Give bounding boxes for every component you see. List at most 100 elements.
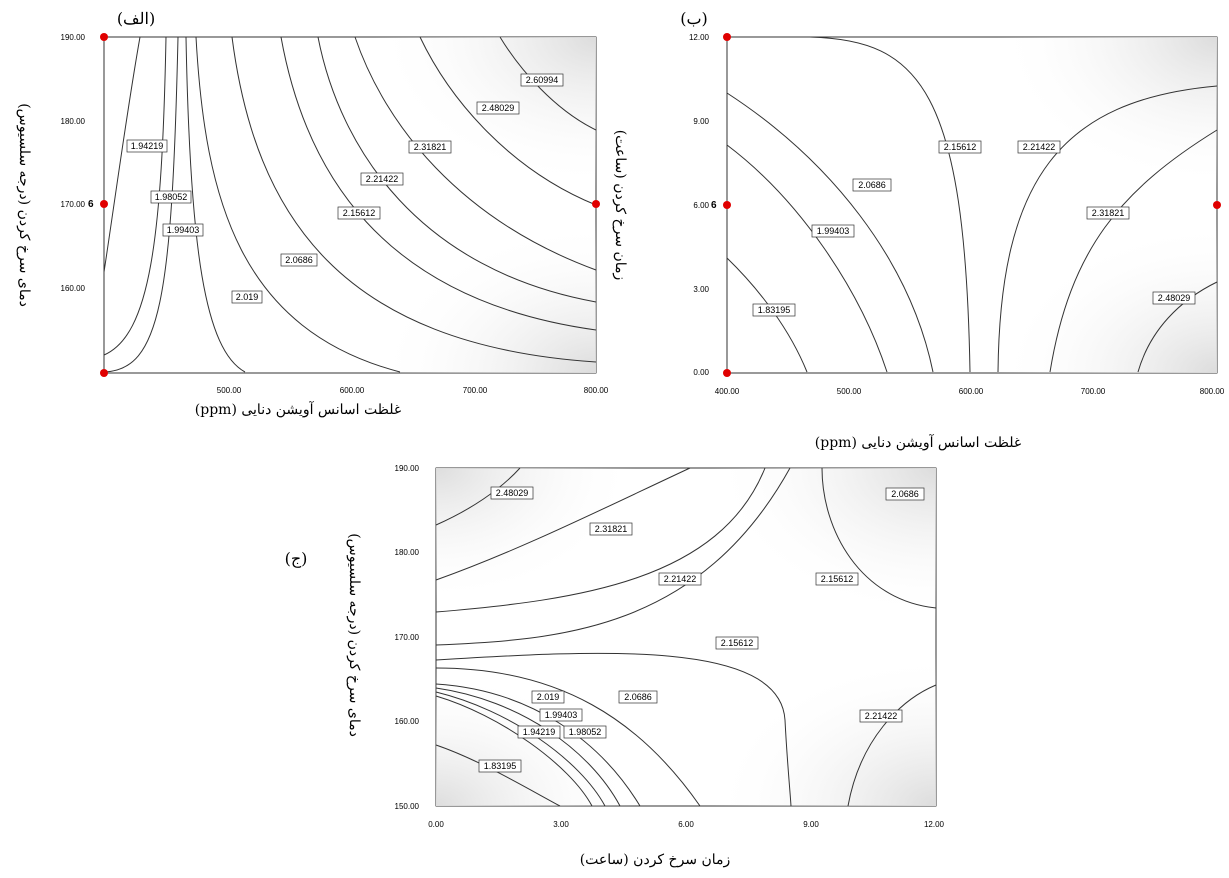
contour-label-text: 2.15612 (944, 142, 977, 152)
panel-c-y-axis-title: دمای سرخ کردن (درجه سلسیوس) (346, 533, 362, 737)
x-tick-label: 0.00 (428, 820, 444, 829)
y-tick-label: 150.00 (395, 802, 420, 811)
panel-b-contour-labels: 1.83195 1.99403 2.0686 2.15612 2.21422 2… (752, 140, 1196, 317)
contour-label-text: 1.99403 (167, 225, 200, 235)
contour-line (103, 36, 141, 273)
panel-a-y-axis-title: دمای سرخ کردن (درجه سلسیوس) (16, 103, 32, 307)
x-tick-label: 700.00 (463, 386, 488, 395)
design-point (723, 33, 731, 41)
x-tick-label: 600.00 (340, 386, 365, 395)
y-tick-label: 180.00 (61, 117, 86, 126)
contour-line (499, 36, 597, 131)
contour-line (103, 36, 179, 373)
contour-line (185, 36, 246, 373)
y-tick-label: 0.00 (693, 368, 709, 377)
contour-line (195, 36, 401, 373)
contour-label: 1.94219 (126, 139, 168, 153)
contour-label-text: 1.98052 (569, 727, 602, 737)
x-tick-label: 400.00 (715, 387, 740, 396)
contour-label-text: 2.0686 (624, 692, 652, 702)
contour-line (809, 36, 971, 373)
panel-b-contour-lines (726, 36, 1218, 373)
design-point (723, 201, 731, 209)
x-tick-label: 500.00 (837, 387, 862, 396)
contour-label-text: 2.019 (236, 292, 259, 302)
contour-label: 2.21422 (360, 172, 404, 186)
contour-label: 1.99403 (811, 224, 855, 238)
contour-label-text: 2.0686 (285, 255, 313, 265)
contour-line (435, 695, 593, 807)
panel-c-label: (ج) (285, 549, 308, 568)
y-tick-label: 160.00 (395, 717, 420, 726)
contour-label-text: 2.15612 (721, 638, 754, 648)
x-tick-label: 3.00 (553, 820, 569, 829)
contour-label: 1.99403 (162, 223, 204, 237)
contour-line (317, 36, 597, 303)
contour-line (435, 467, 766, 613)
contour-line (280, 36, 597, 331)
contour-label-text: 2.60994 (526, 75, 559, 85)
x-tick-label: 9.00 (803, 820, 819, 829)
contour-label-text: 2.15612 (343, 208, 376, 218)
contour-label: 2.60994 (520, 73, 564, 87)
panel-b: 1.83195 1.99403 2.0686 2.15612 2.21422 2… (612, 9, 1225, 451)
panel-a-x-ticks: 500.00 600.00 700.00 800.00 (217, 386, 609, 395)
contour-label-text: 2.31821 (414, 142, 447, 152)
contour-label-text: 2.21422 (366, 174, 399, 184)
panel-a-contour-lines (103, 36, 597, 373)
panel-b-design-points: 6 (711, 33, 1221, 377)
contour-label: 2.15612 (938, 140, 982, 154)
contour-label-text: 2.21422 (1023, 142, 1056, 152)
contour-label-text: 2.15612 (821, 574, 854, 584)
contour-label: 1.83195 (752, 303, 796, 317)
contour-label-text: 2.31821 (595, 524, 628, 534)
contour-line (435, 467, 691, 581)
y-tick-label: 190.00 (61, 33, 86, 42)
contour-label: 2.019 (531, 690, 565, 704)
panel-b-x-ticks: 400.00 500.00 600.00 700.00 800.00 (715, 387, 1225, 396)
contour-line (435, 744, 561, 807)
panel-c-contour-labels: 2.48029 2.31821 2.21422 2.0686 2.15612 2… (478, 486, 925, 773)
y-tick-label: 3.00 (693, 285, 709, 294)
contour-line (435, 652, 792, 807)
contour-label-text: 1.83195 (484, 761, 517, 771)
contour-line (435, 667, 701, 807)
contour-label: 1.98052 (150, 190, 192, 204)
panel-c-x-axis-title: زمان سرخ کردن (ساعت) (580, 852, 731, 868)
contour-label-text: 1.94219 (523, 727, 556, 737)
x-tick-label: 800.00 (584, 386, 609, 395)
panel-b-label: (ب) (680, 9, 708, 28)
panel-b-y-axis-title: زمان سرخ کردن (ساعت) (612, 130, 628, 281)
design-point (723, 369, 731, 377)
panel-c-x-ticks: 0.00 3.00 6.00 9.00 12.00 (428, 820, 944, 829)
panel-b-x-axis-title: غلظت اسانس آویشن دنایی (ppm) (815, 433, 1021, 451)
contour-line (726, 92, 934, 373)
contour-label: 2.0686 (280, 253, 318, 267)
contour-label-text: 2.019 (537, 692, 560, 702)
contour-label: 2.21422 (1017, 140, 1061, 154)
contour-label: 2.31821 (408, 140, 452, 154)
panel-a-x-axis-title: غلظت اسانس آویشن دنایی (ppm) (195, 400, 401, 418)
contour-label: 2.48029 (1152, 291, 1196, 305)
y-tick-label: 180.00 (395, 548, 420, 557)
panel-a: 1.94219 1.98052 1.99403 2.019 2.0686 2.1… (16, 9, 609, 418)
contour-line (997, 85, 1218, 373)
design-point (100, 33, 108, 41)
contour-label: 2.48029 (476, 101, 520, 115)
contour-line (435, 691, 606, 807)
x-tick-label: 500.00 (217, 386, 242, 395)
design-point (1213, 201, 1221, 209)
contour-label: 2.31821 (1086, 206, 1130, 220)
contour-line (231, 36, 597, 363)
design-point-label: 6 (711, 200, 717, 211)
y-tick-label: 160.00 (61, 284, 86, 293)
contour-line (103, 36, 167, 356)
contour-label-text: 2.48029 (482, 103, 515, 113)
contour-label-text: 2.21422 (865, 711, 898, 721)
design-point-label: 6 (88, 199, 94, 210)
x-tick-label: 6.00 (678, 820, 694, 829)
contour-label: 2.15612 (337, 206, 381, 220)
y-tick-label: 9.00 (693, 117, 709, 126)
contour-line (726, 144, 888, 373)
